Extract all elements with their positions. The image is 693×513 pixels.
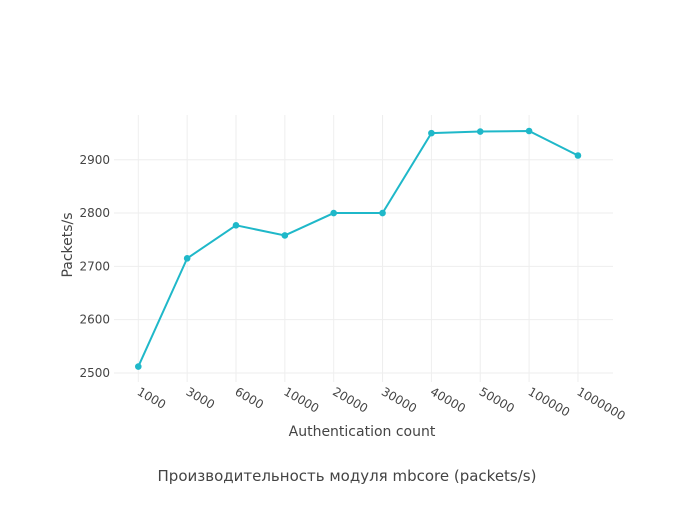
y-axis-title: Packets/s <box>60 212 76 277</box>
data-point <box>281 232 289 239</box>
x-tick-labels: 1000 3000 6000 10000 20000 30000 40000 50000 100… <box>135 384 628 423</box>
data-point <box>232 222 240 229</box>
x-tick-label: 50000 <box>477 384 517 415</box>
x-tick-label: 40000 <box>428 384 468 415</box>
x-tick-label: 6000 <box>233 384 266 411</box>
x-tick-label: 10000 <box>281 384 321 415</box>
data-point <box>379 209 386 217</box>
grid <box>114 115 613 382</box>
y-tick-label: 2700 <box>79 259 110 273</box>
y-tick-label: 2800 <box>79 206 110 220</box>
x-axis-title: Authentication count <box>289 424 436 440</box>
data-point <box>428 129 435 137</box>
data-point <box>135 363 142 370</box>
series <box>135 127 582 370</box>
x-tick-label: 1000 <box>135 384 168 411</box>
data-point <box>183 255 191 262</box>
chart-title: Производительность модуля mbcore (packet… <box>158 467 537 485</box>
x-tick-label: 1000000 <box>574 384 627 423</box>
y-tick-labels: 2500 2600 2700 2800 2900 <box>79 153 110 380</box>
data-point <box>525 127 533 135</box>
x-tick-label: 20000 <box>330 384 370 415</box>
x-tick-label: 30000 <box>379 384 419 415</box>
series-line <box>137 129 579 367</box>
y-tick-label: 2600 <box>79 313 110 327</box>
x-tick-label: 3000 <box>184 384 217 411</box>
x-tick-label: 100000 <box>526 384 573 419</box>
data-point <box>330 209 338 217</box>
data-point <box>476 128 484 135</box>
y-tick-label: 2900 <box>79 153 110 167</box>
data-point <box>574 152 582 159</box>
y-tick-label: 2500 <box>79 366 110 380</box>
